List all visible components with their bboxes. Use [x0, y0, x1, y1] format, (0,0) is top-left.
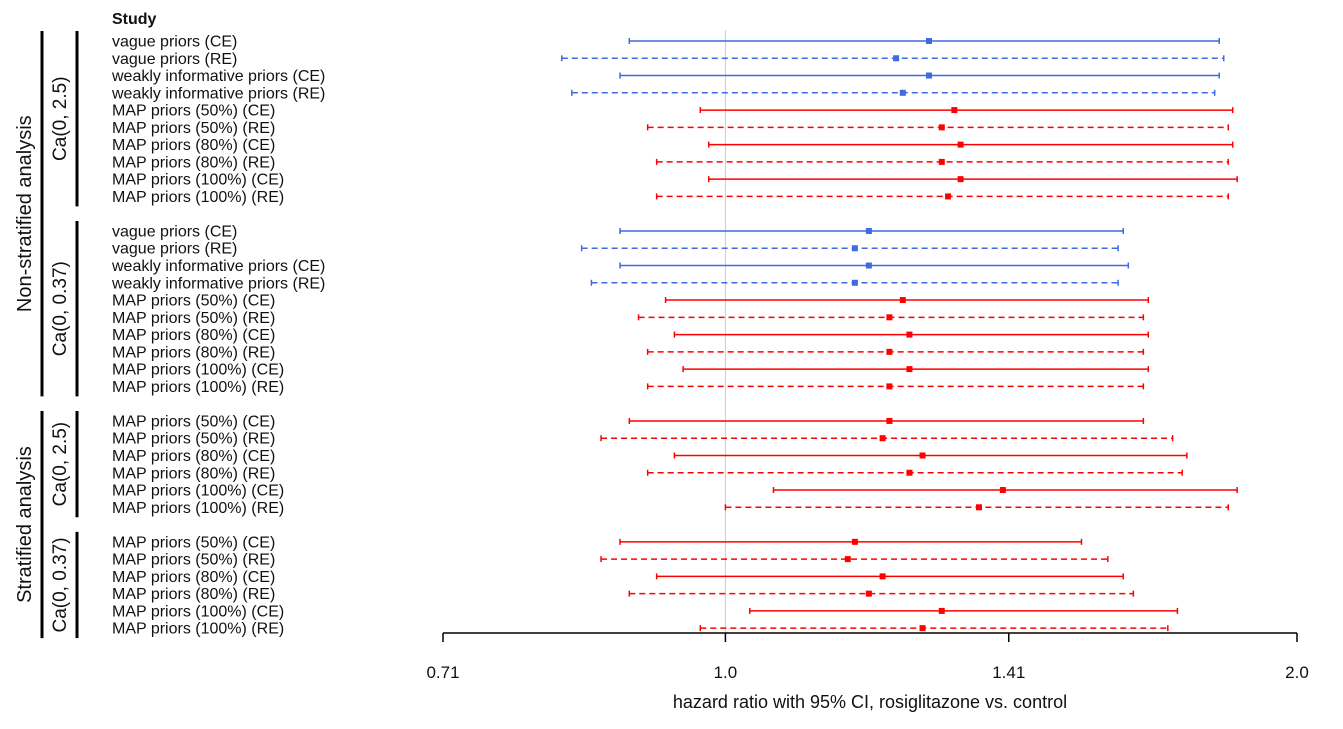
- point-estimate: [879, 573, 886, 580]
- x-tick-label: 0.71: [426, 663, 459, 682]
- point-estimate: [919, 452, 926, 459]
- point-estimate: [851, 245, 858, 252]
- row-label: MAP priors (80%) (CE): [112, 327, 275, 344]
- row-label: weakly informative priors (RE): [111, 275, 325, 292]
- point-estimate: [975, 504, 982, 511]
- point-estimate: [906, 366, 913, 373]
- row-label: MAP priors (50%) (RE): [112, 552, 275, 569]
- row-label: MAP priors (100%) (RE): [112, 621, 284, 638]
- point-estimate: [879, 435, 886, 442]
- point-estimate: [865, 262, 872, 269]
- point-estimate: [938, 158, 945, 165]
- point-estimate: [844, 556, 851, 563]
- point-estimate: [919, 625, 926, 632]
- row-label: MAP priors (100%) (CE): [112, 172, 284, 189]
- row-label: MAP priors (80%) (RE): [112, 344, 275, 361]
- row-label: MAP priors (50%) (CE): [112, 413, 275, 430]
- point-estimate: [886, 417, 893, 424]
- subgroup-label: Ca(0, 0.37): [50, 261, 71, 356]
- group-label: Stratified analysis: [14, 446, 36, 603]
- row-label: MAP priors (100%) (RE): [112, 379, 284, 396]
- row-label: vague priors (CE): [112, 223, 237, 240]
- row-label: MAP priors (100%) (RE): [112, 189, 284, 206]
- row-label: MAP priors (80%) (CE): [112, 569, 275, 586]
- row-label: MAP priors (80%) (CE): [112, 137, 275, 154]
- x-tick-label: 2.0: [1285, 663, 1309, 682]
- point-estimate: [945, 193, 952, 200]
- point-estimate: [951, 107, 958, 114]
- row-label: MAP priors (100%) (CE): [112, 603, 284, 620]
- row-label: vague priors (CE): [112, 34, 237, 51]
- point-estimate: [938, 124, 945, 131]
- row-label: MAP priors (50%) (RE): [112, 120, 275, 137]
- point-estimate: [906, 469, 913, 476]
- x-axis-label: hazard ratio with 95% CI, rosiglitazone …: [673, 692, 1067, 712]
- subgroup-label: Ca(0, 2.5): [50, 76, 71, 160]
- row-label: MAP priors (100%) (RE): [112, 500, 284, 517]
- row-label: MAP priors (50%) (RE): [112, 310, 275, 327]
- point-estimate: [925, 38, 932, 44]
- row-label: vague priors (RE): [112, 51, 237, 68]
- row-label: MAP priors (80%) (CE): [112, 448, 275, 465]
- x-tick-label: 1.41: [992, 663, 1025, 682]
- point-estimate: [957, 176, 964, 183]
- row-label: MAP priors (50%) (CE): [112, 103, 275, 120]
- row-label: weakly informative priors (RE): [111, 85, 325, 102]
- point-estimate: [893, 55, 900, 62]
- row-label: MAP priors (50%) (CE): [112, 534, 275, 551]
- point-estimate: [906, 331, 913, 338]
- point-estimate: [865, 590, 872, 597]
- row-label: MAP priors (50%) (CE): [112, 293, 275, 310]
- row-label: vague priors (RE): [112, 241, 237, 258]
- point-estimate: [938, 607, 945, 614]
- point-estimate: [899, 89, 906, 96]
- subgroup-label: Ca(0, 2.5): [50, 422, 71, 506]
- row-label: weakly informative priors (CE): [111, 68, 325, 85]
- point-estimate: [865, 227, 872, 234]
- point-estimate: [886, 314, 893, 321]
- point-estimate: [886, 348, 893, 355]
- subgroup-label: Ca(0, 0.37): [50, 537, 71, 632]
- point-estimate: [999, 487, 1006, 494]
- x-tick-label: 1.0: [714, 663, 738, 682]
- point-estimate: [851, 538, 858, 545]
- row-label: MAP priors (50%) (RE): [112, 431, 275, 448]
- row-label: MAP priors (80%) (RE): [112, 586, 275, 603]
- row-label: weakly informative priors (CE): [111, 258, 325, 275]
- point-estimate: [957, 141, 964, 148]
- row-label: MAP priors (80%) (RE): [112, 465, 275, 482]
- point-estimate: [851, 279, 858, 286]
- row-label: MAP priors (80%) (RE): [112, 154, 275, 171]
- point-estimate: [925, 72, 932, 79]
- group-label: Non-stratified analysis: [14, 115, 36, 312]
- point-estimate: [886, 383, 893, 390]
- row-label: MAP priors (100%) (CE): [112, 362, 284, 379]
- column-header: Study: [112, 11, 157, 28]
- row-label: MAP priors (100%) (CE): [112, 483, 284, 500]
- point-estimate: [899, 297, 906, 304]
